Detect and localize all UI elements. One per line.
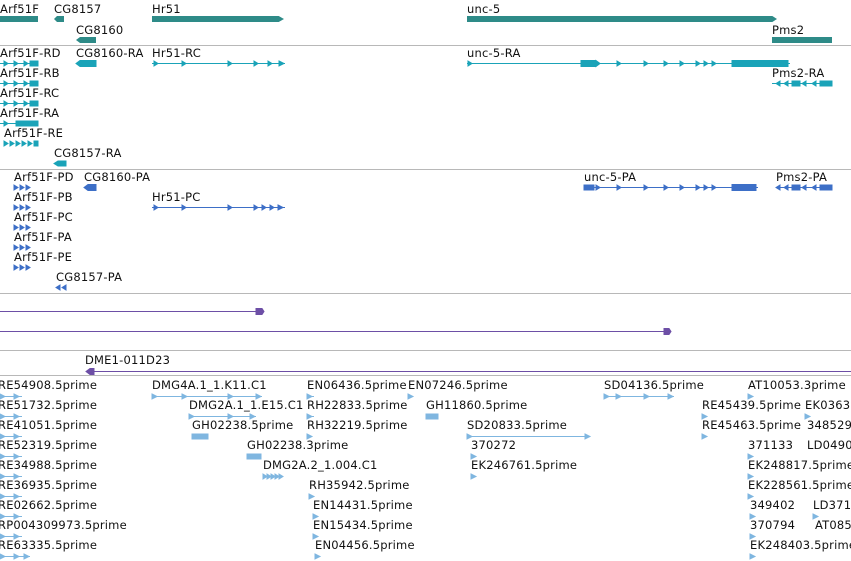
est-label[interactable]: EK248403.5prime bbox=[750, 538, 851, 552]
est-label[interactable]: SD20833.5prime bbox=[467, 418, 568, 432]
est-label[interactable]: 349402 bbox=[750, 498, 796, 512]
gene-feature[interactable] bbox=[76, 37, 96, 43]
est-label[interactable]: EN07246.5prime bbox=[408, 378, 508, 392]
est-label[interactable]: AT10053.3prime bbox=[748, 378, 846, 392]
est-label[interactable]: LD371 bbox=[813, 498, 851, 512]
est-label[interactable]: RE45439.5prime bbox=[702, 398, 802, 412]
alignment-track bbox=[0, 294, 851, 349]
gene-label[interactable]: Hr51 bbox=[152, 2, 181, 16]
est-label[interactable]: 370272 bbox=[471, 438, 517, 452]
gene-feature[interactable] bbox=[467, 16, 777, 22]
protein-label[interactable]: CG8157-PA bbox=[56, 270, 123, 284]
transcript-label[interactable]: Pms2-RA bbox=[772, 66, 825, 80]
est-label[interactable]: EK0363 bbox=[805, 398, 851, 412]
transcript-label[interactable]: Arf51F-RE bbox=[4, 126, 64, 140]
est-label[interactable]: RP004309973.5prime bbox=[0, 518, 127, 532]
track-divider bbox=[0, 375, 851, 376]
est-label[interactable]: DMG2A.2_1.004.C1 bbox=[263, 458, 378, 472]
track-divider bbox=[0, 169, 851, 170]
protein-label[interactable]: Pms2-PA bbox=[776, 170, 828, 184]
gene-feature[interactable] bbox=[0, 16, 38, 22]
est-label[interactable]: RE36935.5prime bbox=[0, 478, 98, 492]
protein-label[interactable]: unc-5-PA bbox=[584, 170, 637, 184]
est-label[interactable]: RE02662.5prime bbox=[0, 498, 98, 512]
est-glyphs[interactable] bbox=[0, 376, 851, 561]
est-label[interactable]: EK248817.5prime bbox=[748, 458, 851, 472]
gene-label[interactable]: Arf51F bbox=[0, 2, 40, 16]
est-label[interactable]: 370794 bbox=[750, 518, 796, 532]
est-track: RE54908.5prime DMG4A.1_1.K11.C1 EN06436.… bbox=[0, 376, 851, 561]
gene-track: Arf51F CG8157 Hr51 unc-5 CG8160 Pms2 bbox=[0, 0, 851, 45]
alignment-glyph-bottom[interactable] bbox=[0, 351, 851, 376]
est-label[interactable]: EN06436.5prime bbox=[307, 378, 407, 392]
protein-label[interactable]: CG8160-PA bbox=[84, 170, 151, 184]
est-label[interactable]: GH11860.5prime bbox=[426, 398, 528, 412]
transcript-label[interactable]: CG8160-RA bbox=[76, 46, 144, 60]
gene-label[interactable]: unc-5 bbox=[467, 2, 501, 16]
est-label[interactable]: DMG4A.1_1.K11.C1 bbox=[152, 378, 267, 392]
est-label[interactable]: RE34988.5prime bbox=[0, 458, 98, 472]
transcript-label[interactable]: Arf51F-RB bbox=[0, 66, 60, 80]
est-label[interactable]: GH02238.3prime bbox=[247, 438, 349, 452]
est-label[interactable]: RE45463.5prime bbox=[702, 418, 802, 432]
gene-label[interactable]: CG8157 bbox=[54, 2, 102, 16]
protein-label[interactable]: Arf51F-PA bbox=[14, 230, 72, 244]
transcript-label[interactable]: Arf51F-RC bbox=[0, 86, 60, 100]
est-label[interactable]: EN15434.5prime bbox=[313, 518, 413, 532]
transcript-glyphs[interactable] bbox=[0, 46, 851, 169]
protein-track: Arf51F-PD CG8160-PA unc-5-PA Pms2-PA Arf… bbox=[0, 170, 851, 293]
gene-feature[interactable] bbox=[152, 16, 284, 22]
est-label[interactable]: LD0490 bbox=[807, 438, 851, 452]
est-label[interactable]: DMG2A.1_1.E15.C1 bbox=[189, 398, 304, 412]
est-label[interactable]: RE52319.5prime bbox=[0, 438, 98, 452]
est-label[interactable]: EK228561.5prime bbox=[748, 478, 851, 492]
est-label[interactable]: RE54908.5prime bbox=[0, 378, 98, 392]
alignment-glyphs[interactable] bbox=[0, 294, 851, 349]
track-divider bbox=[0, 350, 851, 351]
est-label[interactable]: 371133 bbox=[748, 438, 794, 452]
transcript-label[interactable]: Arf51F-RA bbox=[0, 106, 60, 120]
est-label[interactable]: 348529 bbox=[807, 418, 851, 432]
track-divider bbox=[0, 45, 851, 46]
gene-feature[interactable] bbox=[772, 37, 832, 43]
transcript-label[interactable]: Arf51F-RD bbox=[0, 46, 61, 60]
protein-label[interactable]: Arf51F-PE bbox=[14, 250, 73, 264]
transcript-label[interactable]: Hr51-RC bbox=[152, 46, 202, 60]
est-label[interactable]: EN04456.5prime bbox=[315, 538, 415, 552]
est-label[interactable]: RE63335.5prime bbox=[0, 538, 98, 552]
est-label[interactable]: RH22833.5prime bbox=[307, 398, 408, 412]
est-label[interactable]: AT085 bbox=[815, 518, 851, 532]
protein-label[interactable]: Arf51F-PC bbox=[14, 210, 73, 224]
protein-glyphs[interactable] bbox=[0, 170, 851, 293]
est-label[interactable]: RE41051.5prime bbox=[0, 418, 98, 432]
transcript-label[interactable]: unc-5-RA bbox=[467, 46, 521, 60]
protein-label[interactable]: Hr51-PC bbox=[152, 190, 201, 204]
protein-label[interactable]: Arf51F-PD bbox=[14, 170, 74, 184]
gene-label[interactable]: CG8160 bbox=[76, 23, 124, 37]
gene-feature[interactable] bbox=[54, 16, 64, 22]
est-label[interactable]: SD04136.5prime bbox=[604, 378, 705, 392]
transcript-track: Arf51F-RD CG8160-RA Hr51-RC unc-5-RA Arf… bbox=[0, 46, 851, 169]
track-divider bbox=[0, 293, 851, 294]
alignment-track-2: DME1-011D23 bbox=[0, 351, 851, 376]
transcript-label[interactable]: CG8157-RA bbox=[54, 146, 122, 160]
est-label[interactable]: RH32219.5prime bbox=[307, 418, 408, 432]
est-label[interactable]: EK246761.5prime bbox=[471, 458, 578, 472]
est-label[interactable]: RH35942.5prime bbox=[309, 478, 410, 492]
est-label[interactable]: EN14431.5prime bbox=[313, 498, 413, 512]
est-label[interactable]: RE51732.5prime bbox=[0, 398, 98, 412]
protein-label[interactable]: Arf51F-PB bbox=[14, 190, 73, 204]
alignment-label[interactable]: DME1-011D23 bbox=[85, 353, 171, 367]
gene-label[interactable]: Pms2 bbox=[772, 23, 805, 37]
est-label[interactable]: GH02238.5prime bbox=[192, 418, 294, 432]
